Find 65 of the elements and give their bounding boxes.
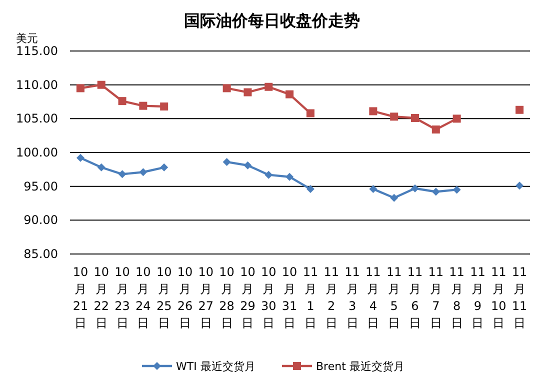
point (76, 84, 84, 92)
point (160, 163, 168, 172)
point (286, 172, 294, 181)
x-tick-label: 10月31日 (282, 265, 298, 330)
x-tick-label: 10月29日 (240, 265, 256, 330)
y-tick-label: 105.00 (16, 112, 58, 126)
point (516, 182, 524, 190)
point (118, 170, 126, 178)
point (97, 163, 106, 172)
y-tick-label: 115.00 (16, 44, 58, 58)
x-tick-label: 11月6日 (407, 265, 423, 330)
point (452, 186, 461, 194)
point (390, 194, 398, 202)
point (369, 185, 378, 194)
point (390, 112, 398, 121)
x-tick-label: 11月5日 (386, 265, 402, 330)
x-tick-label: 11月7日 (428, 265, 444, 330)
y-axis-title: 美元 (16, 32, 38, 45)
x-tick-label: 11月10日 (490, 265, 506, 330)
y-tick-label: 100.00 (16, 146, 58, 160)
point (516, 106, 524, 114)
point (97, 80, 106, 89)
x-tick-label: 10月28日 (219, 265, 234, 330)
point (452, 114, 461, 123)
legend-label: WTI 最近交货月 (176, 360, 256, 373)
x-tick-label: 10月22日 (94, 265, 110, 330)
point (411, 114, 419, 122)
x-tick-label: 11月4日 (366, 265, 381, 330)
x-tick-label: 11月1日 (302, 265, 318, 330)
point (411, 184, 419, 192)
x-tick-label: 10月26日 (177, 265, 193, 330)
x-tick-label: 11月9日 (470, 265, 486, 330)
point (222, 158, 231, 166)
point (244, 88, 252, 96)
y-tick-label: 110.00 (16, 78, 58, 92)
x-tick-label: 10月23日 (114, 265, 130, 330)
point (160, 102, 168, 110)
point (369, 107, 378, 116)
point (118, 97, 126, 106)
point (139, 102, 148, 110)
point (286, 90, 294, 98)
x-tick-label: 10月25日 (156, 265, 172, 330)
point (139, 168, 148, 176)
point (264, 170, 273, 179)
point (244, 161, 252, 170)
point (432, 188, 440, 196)
x-tick-label: 11月8日 (449, 265, 464, 330)
point (222, 84, 231, 92)
point (306, 109, 314, 118)
y-tick-label: 95.00 (24, 179, 58, 194)
x-tick-label: 11月11日 (512, 265, 528, 330)
legend-label: Brent 最近交货月 (316, 360, 404, 373)
x-tick-label: 10月30日 (260, 265, 276, 330)
y-tick-label: 90.00 (24, 213, 58, 228)
point (264, 82, 273, 91)
x-tick-label: 10月21日 (72, 265, 88, 330)
x-tick-label: 10月24日 (136, 265, 151, 330)
x-tick-label: 10月27日 (198, 265, 214, 330)
point (432, 125, 440, 134)
y-tick-label: 85.00 (24, 247, 58, 261)
point (306, 185, 314, 194)
x-tick-label: 11月3日 (344, 265, 360, 330)
chart-title: 国际油价每日收盘价走势 (184, 11, 360, 30)
point (76, 154, 84, 162)
x-tick-label: 11月2日 (324, 265, 340, 330)
